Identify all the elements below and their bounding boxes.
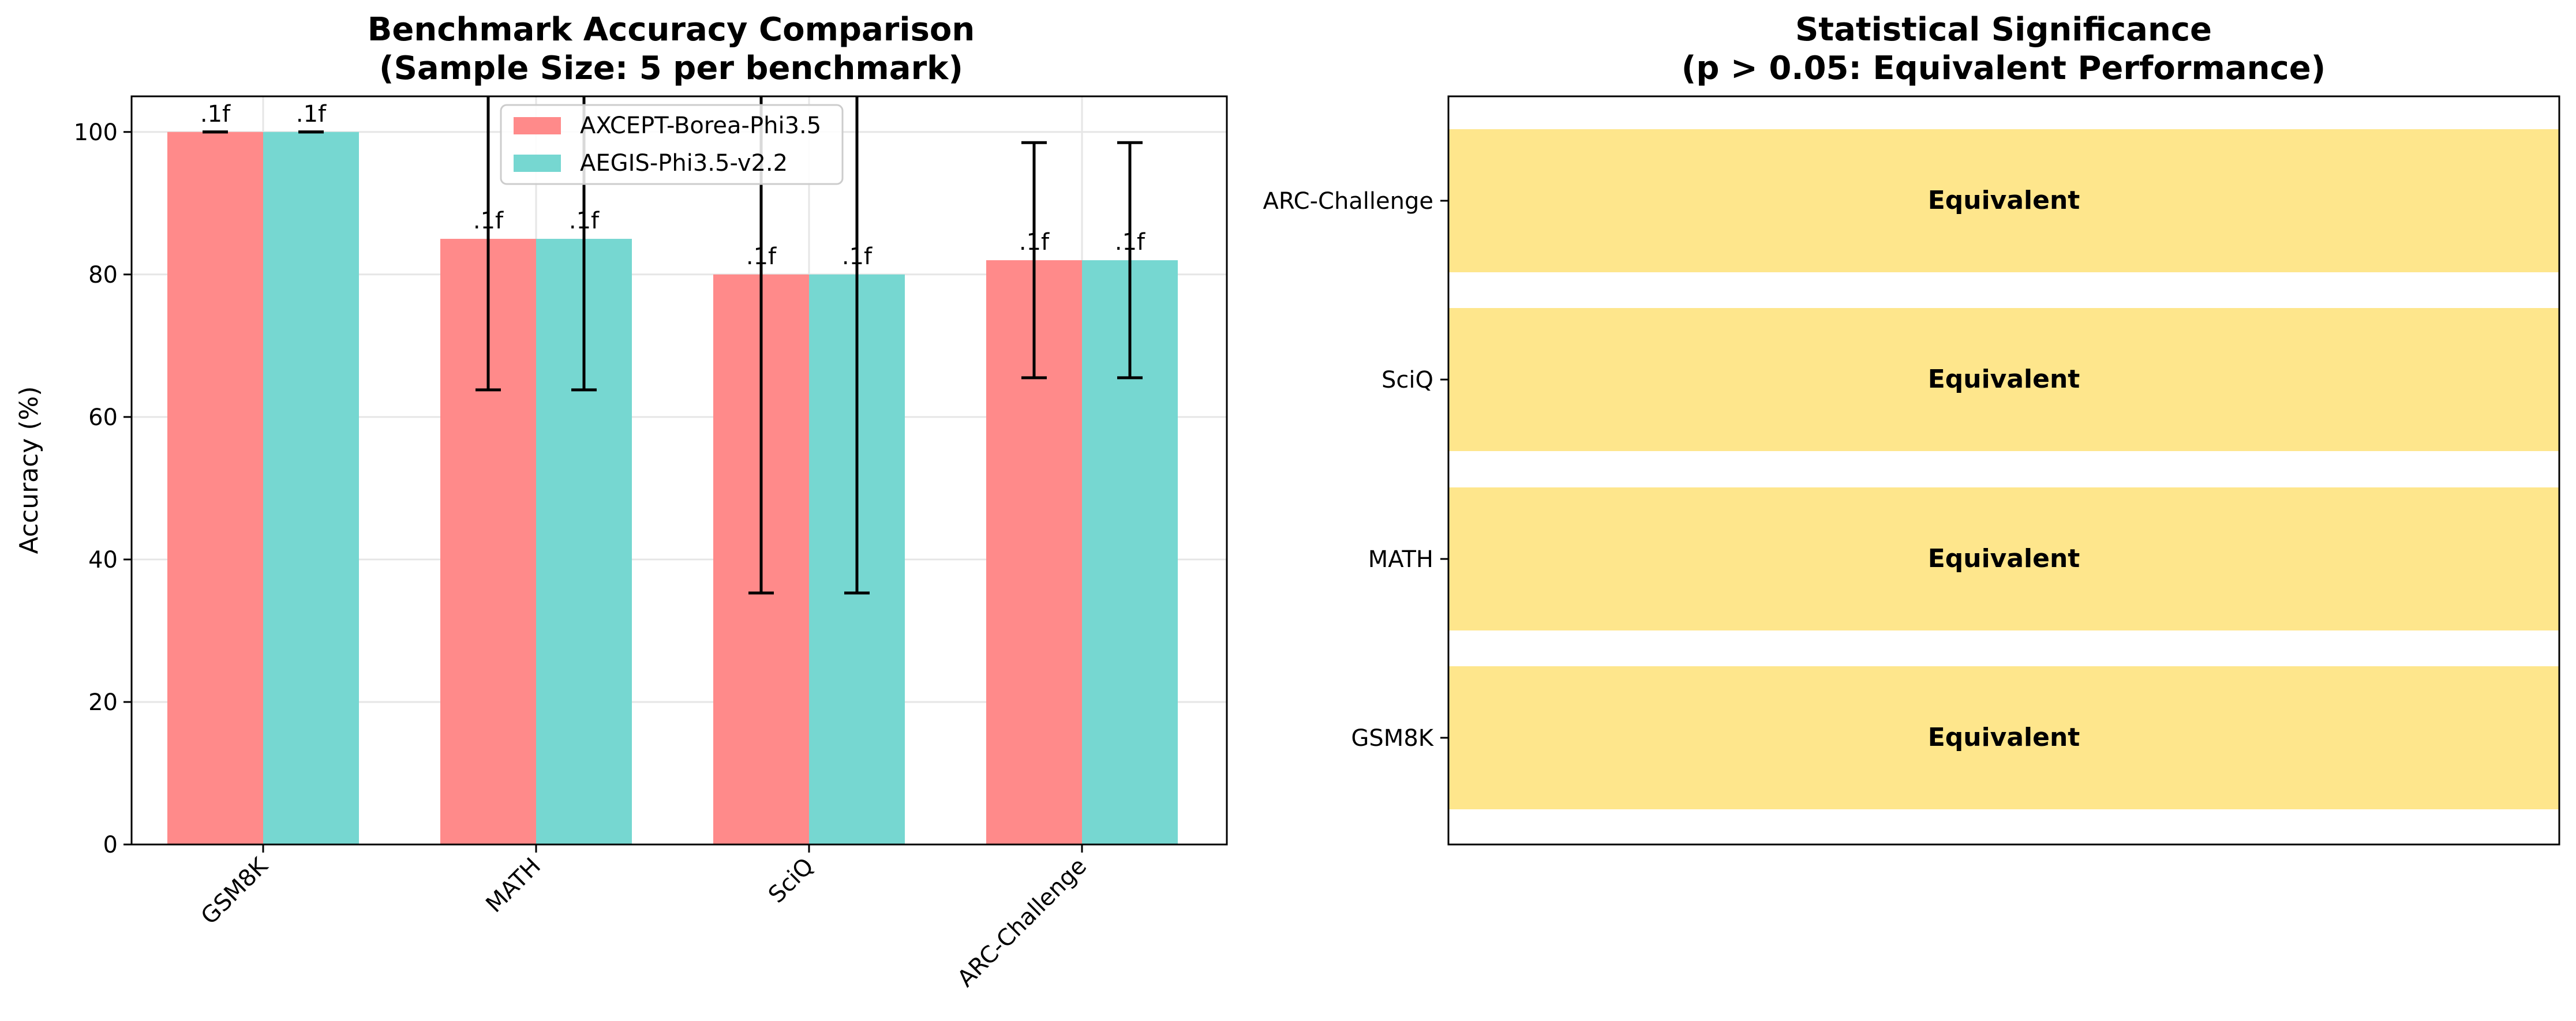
accuracy-y-ticks: 0 20 40 60 80 100 (74, 119, 132, 858)
accuracy-y-axis-label: Accuracy (%) (14, 386, 44, 554)
y-tick-label: 0 (103, 832, 118, 858)
significance-y-tick-label: ARC-Challenge (1263, 188, 1433, 215)
significance-chart-title: Statistical Significance (1795, 11, 2212, 48)
bar-value-label: .1f (1019, 229, 1050, 256)
significance-plot-frame (1447, 95, 2560, 846)
significance-y-tick-label: SciQ (1381, 367, 1433, 393)
accuracy-plot-frame (130, 95, 1228, 846)
significance-bar-label: Equivalent (1928, 186, 2080, 215)
significance-bar-label: Equivalent (1928, 544, 2080, 573)
accuracy-legend: AXCEPT-Borea-Phi3.5 AEGIS-Phi3.5-v2.2 (500, 104, 844, 185)
accuracy-chart-title: Benchmark Accuracy Comparison (368, 11, 975, 48)
legend-label-aegis: AEGIS-Phi3.5-v2.2 (580, 150, 788, 177)
bar-value-label: .1f (842, 243, 873, 270)
significance-chart-subtitle: (p > 0.05: Equivalent Performance) (1682, 50, 2326, 87)
bar-value-label: .1f (569, 208, 600, 234)
significance-y-tick-label: GSM8K (1351, 725, 1434, 752)
bar-value-label: .1f (200, 101, 231, 127)
legend-swatch-aegis (514, 155, 561, 172)
significance-y-tick-label: MATH (1368, 546, 1433, 573)
significance-bar-label: Equivalent (1928, 723, 2080, 752)
bar-value-label: .1f (296, 101, 327, 127)
significance-bar-gsm8k (1448, 666, 2559, 809)
significance-bar-arc-challenge (1448, 129, 2559, 272)
accuracy-chart-subtitle: (Sample Size: 5 per benchmark) (379, 50, 963, 87)
significance-bar-sciq (1448, 308, 2559, 451)
significance-bars: Equivalent Equivalent Equivalent Equivalent (1448, 129, 2559, 809)
significance-y-ticks: GSM8K MATH SciQ ARC-Challenge (1263, 188, 1448, 752)
accuracy-bars (167, 132, 1178, 845)
bar-value-label: .1f (473, 208, 504, 234)
y-tick-label: 100 (74, 119, 118, 146)
legend-swatch-axcept (514, 117, 561, 134)
y-tick-label: 40 (88, 547, 118, 573)
legend-label-axcept: AXCEPT-Borea-Phi3.5 (580, 112, 821, 139)
significance-bar-label: Equivalent (1928, 365, 2080, 394)
accuracy-data-labels: .1f .1f .1f .1f .1f .1f .1f .1f (200, 101, 1145, 270)
bar-gsm8k-aegis (263, 132, 359, 844)
y-tick-label: 80 (88, 262, 118, 288)
bar-value-label: .1f (746, 243, 777, 270)
legend-frame (500, 104, 844, 185)
significance-bar-math (1448, 487, 2559, 630)
y-tick-label: 60 (88, 404, 118, 431)
significance-chart: EquivalentEquivalentEquivalentEquivalent… (1263, 11, 2560, 846)
y-tick-label: 20 (88, 689, 118, 716)
bar-value-label: .1f (1115, 229, 1145, 256)
bar-gsm8k-axcept (167, 132, 263, 844)
